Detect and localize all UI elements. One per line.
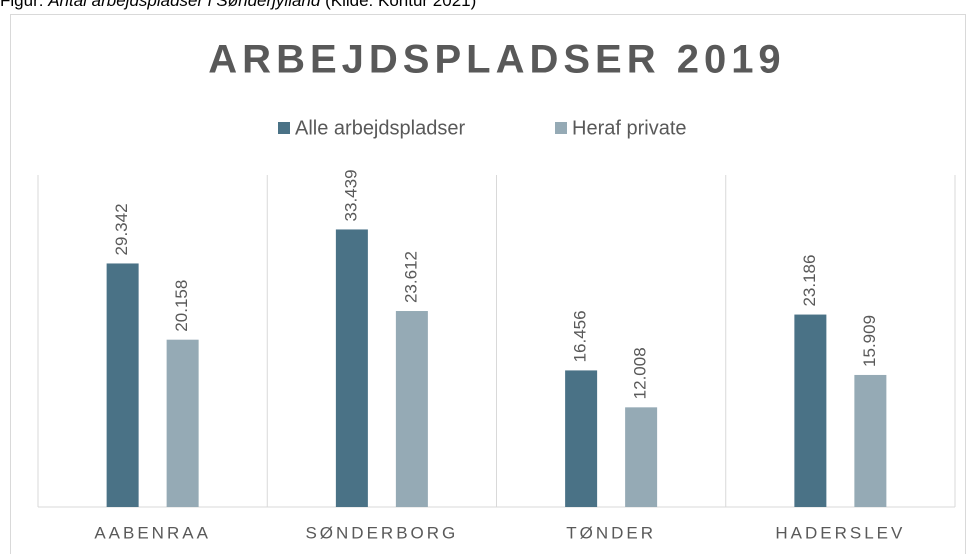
legend-label: Heraf private [572, 117, 687, 139]
legend-swatch [555, 122, 567, 134]
caption-title: Antal arbejdspladser i Sønderjylland [48, 0, 321, 10]
data-label: 29.342 [112, 203, 131, 255]
data-label: 15.909 [860, 315, 879, 367]
x-tick-label: HADERSLEV [775, 523, 905, 542]
bar [625, 407, 658, 507]
bar [106, 263, 139, 507]
bar [565, 370, 598, 507]
bar [794, 314, 827, 507]
data-label: 20.158 [172, 280, 191, 332]
bar [166, 339, 199, 507]
legend-label: Alle arbejdspladser [295, 117, 465, 139]
legend-swatch [278, 122, 290, 134]
bar [854, 374, 887, 507]
bar [335, 229, 368, 507]
data-label: 12.008 [631, 347, 650, 399]
bar [395, 311, 428, 507]
data-label: 23.186 [800, 255, 819, 307]
x-tick-label: SØNDERBORG [305, 523, 458, 542]
caption-prefix: Figur: [0, 0, 49, 10]
figure-caption: Figur: Antal arbejdspladser i Sønderjyll… [0, 0, 476, 11]
data-label: 16.456 [571, 310, 590, 362]
caption-source: (Kilde: Kontur 2021) [320, 0, 477, 10]
x-tick-label: AABENRAA [94, 523, 211, 542]
data-label: 23.612 [401, 251, 420, 303]
data-label: 33.439 [341, 169, 360, 221]
chart-title: ARBEJDSPLADSER 2019 [208, 38, 785, 82]
x-tick-label: TØNDER [566, 523, 656, 542]
